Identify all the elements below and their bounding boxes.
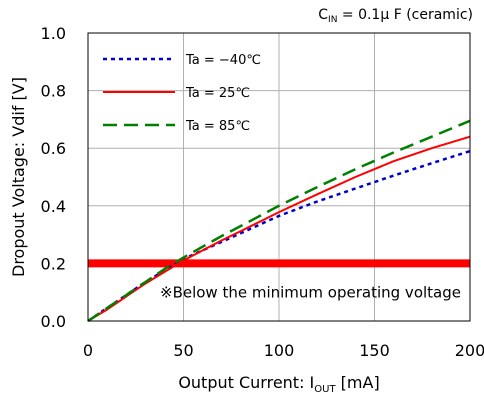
threshold-annotation: ※Below the minimum operating voltage <box>160 283 461 301</box>
x-tick-label: 200 <box>455 341 484 360</box>
x-tick-label: 100 <box>264 341 295 360</box>
legend-label-2: Ta = 85℃ <box>185 119 250 134</box>
grid-lines <box>87 32 471 322</box>
y-tick-label: 0.4 <box>41 197 66 216</box>
x-tick-labels: 0 50 100 150 200 <box>83 341 484 360</box>
y-tick-label: 0.8 <box>41 82 66 101</box>
series-line-0 <box>87 149 471 323</box>
series-line-2 <box>87 119 471 323</box>
x-tick-label: 50 <box>173 341 193 360</box>
plot-frame <box>87 32 471 322</box>
x-axis-title: Output Current: IOUT [mA] <box>178 373 379 395</box>
y-axis-title: Dropout Voltage: Vdif [V] <box>9 77 28 277</box>
series-line-1 <box>87 135 471 322</box>
legend: Ta = −40℃ Ta = 25℃ Ta = 85℃ <box>103 53 261 134</box>
y-tick-labels: 0.0 0.2 0.4 0.6 0.8 1.0 <box>41 24 66 331</box>
x-tick-label: 150 <box>359 341 390 360</box>
legend-label-1: Ta = 25℃ <box>185 86 250 101</box>
y-tick-label: 0.2 <box>41 254 66 273</box>
y-tick-label: 1.0 <box>41 24 66 43</box>
legend-label-0: Ta = −40℃ <box>185 53 261 68</box>
x-tick-label: 0 <box>83 341 93 360</box>
capacitance-note: CIN = 0.1μ F (ceramic) <box>318 7 473 25</box>
y-tick-label: 0.0 <box>41 312 66 331</box>
y-tick-label: 0.6 <box>41 139 66 158</box>
series-group <box>87 119 471 323</box>
